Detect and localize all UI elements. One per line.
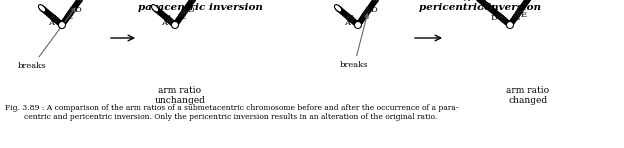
Circle shape [507, 21, 514, 29]
Text: breaks: breaks [18, 8, 75, 70]
Text: D: D [74, 6, 81, 14]
Ellipse shape [152, 5, 158, 12]
Text: Fig. 3.89 : A comparison of the arm ratios of a submetacentric chromosome before: Fig. 3.89 : A comparison of the arm rati… [5, 104, 459, 112]
Text: B: B [348, 15, 354, 22]
Text: paracentric inversion: paracentric inversion [137, 3, 263, 12]
Text: pericentric inversion: pericentric inversion [419, 3, 541, 12]
Circle shape [354, 21, 361, 29]
Text: A: A [48, 19, 54, 27]
Text: E: E [180, 13, 186, 21]
Text: E: E [520, 11, 527, 19]
Text: E: E [83, 0, 89, 3]
Text: D: D [187, 6, 194, 14]
Text: A: A [344, 19, 350, 27]
Text: centric and pericentric inversion. Only the pericentric inversion results in an : centric and pericentric inversion. Only … [5, 113, 437, 121]
Ellipse shape [39, 5, 46, 12]
Text: F: F [534, 0, 539, 2]
Text: C: C [196, 0, 202, 3]
Text: arm ratio
unchanged: arm ratio unchanged [155, 86, 205, 105]
Text: arm ratio
changed: arm ratio changed [507, 86, 550, 105]
Text: C: C [497, 14, 504, 22]
Text: C: C [67, 13, 73, 21]
Ellipse shape [334, 5, 342, 12]
Text: B: B [165, 15, 171, 22]
Text: C: C [363, 13, 369, 21]
Text: A: A [480, 4, 486, 12]
Circle shape [172, 21, 178, 29]
Text: B: B [51, 15, 57, 22]
Text: D: D [370, 6, 377, 14]
Circle shape [59, 21, 66, 29]
Text: D: D [490, 14, 497, 22]
Text: breaks: breaks [340, 14, 369, 69]
Ellipse shape [526, 0, 533, 1]
Text: E: E [379, 0, 385, 3]
Text: B: B [514, 14, 520, 22]
Text: A: A [463, 0, 469, 3]
Text: A: A [161, 19, 167, 27]
